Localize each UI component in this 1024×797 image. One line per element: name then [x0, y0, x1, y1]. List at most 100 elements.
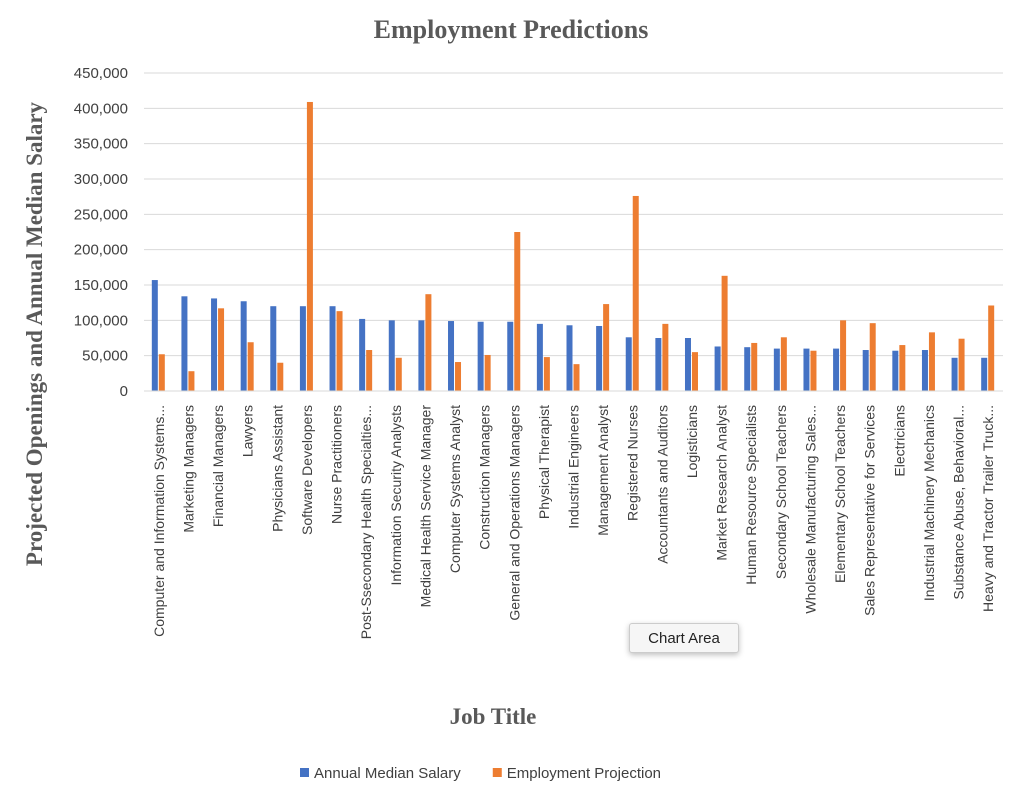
x-tick-label: Financial Managers — [210, 405, 226, 527]
x-tick-label: Industrial Engineers — [566, 405, 582, 529]
x-tick-label: Substance Abuse, Behavioral... — [951, 405, 967, 600]
bar — [840, 320, 847, 391]
y-axis-title: Projected Openings and Annual Median Sal… — [22, 101, 47, 566]
x-tick-label: Physical Therapist — [536, 405, 552, 519]
x-tick-label: General and Operations Managers — [506, 405, 522, 621]
bar — [751, 342, 758, 391]
x-tick-label: Sales Representative for Services — [862, 405, 878, 616]
bar — [543, 357, 550, 391]
bar — [514, 232, 521, 391]
x-tick-label: Registered Nurses — [625, 405, 641, 521]
tooltip: Chart Area — [629, 623, 739, 653]
x-tick-label: Elementary School Teachers — [832, 405, 848, 583]
bar — [270, 306, 277, 391]
bar — [803, 348, 810, 391]
bar — [684, 338, 691, 391]
bar — [951, 357, 958, 391]
y-tick-label: 100,000 — [74, 312, 128, 329]
legend-swatch — [300, 768, 309, 777]
bar — [899, 345, 906, 391]
x-tick-label: Logisticians — [684, 405, 700, 478]
bar — [721, 275, 728, 391]
bar — [240, 301, 247, 391]
x-tick-label: Medical Health Service Manager — [417, 405, 433, 608]
x-tick-label: Construction Managers — [477, 405, 493, 550]
x-tick-label: Heavy and Tractor Trailer Truck... — [980, 405, 996, 612]
legend-swatch — [492, 768, 502, 777]
bar — [655, 338, 662, 391]
y-tick-label: 0 — [120, 383, 128, 400]
bar — [395, 357, 402, 391]
x-tick-label: Marketing Managers — [180, 405, 196, 533]
bar — [336, 311, 343, 391]
bar — [277, 362, 284, 391]
y-tick-label: 350,000 — [74, 136, 128, 153]
chart-title: Employment Predictions — [374, 15, 649, 44]
x-tick-label: Electricians — [891, 405, 907, 477]
bar — [780, 337, 787, 391]
bar — [218, 308, 225, 391]
x-tick-label: Information Security Analysts — [388, 405, 404, 586]
y-tick-label: 50,000 — [82, 348, 128, 365]
bar — [773, 348, 780, 391]
bar — [247, 342, 254, 391]
x-tick-label: Computer Systems Analyst — [447, 405, 463, 573]
x-tick-label: Nurse Practitioners — [329, 405, 345, 524]
bar — [359, 318, 366, 391]
bar — [810, 350, 817, 391]
bar — [536, 323, 543, 391]
bar — [833, 348, 840, 391]
bar — [188, 371, 195, 391]
bar — [691, 352, 698, 391]
bar — [981, 357, 988, 391]
y-tick-label: 450,000 — [74, 65, 128, 82]
bar — [151, 280, 158, 391]
bar — [892, 350, 899, 391]
bar — [714, 346, 721, 391]
x-tick-label: Computer and Information Systems... — [151, 405, 167, 637]
x-tick-label: Lawyers — [240, 405, 256, 457]
x-tick-label: Human Resource Specialists — [743, 405, 759, 585]
legend-label: Annual Median Salary — [314, 765, 461, 782]
y-tick-label: 300,000 — [74, 171, 128, 188]
legend-label: Employment Projection — [507, 765, 661, 782]
bar — [181, 296, 188, 391]
x-tick-label: Secondary School Teachers — [773, 405, 789, 579]
bar — [158, 354, 165, 391]
y-tick-label: 250,000 — [74, 206, 128, 223]
y-tick-label: 200,000 — [74, 242, 128, 259]
bar — [744, 347, 751, 391]
bar — [632, 195, 639, 391]
bar — [596, 325, 603, 391]
bar — [448, 321, 455, 391]
bar — [484, 354, 491, 391]
bar — [418, 320, 425, 391]
bar — [507, 321, 514, 391]
bar — [988, 305, 995, 391]
bar — [869, 323, 876, 391]
x-tick-label: Post-Ssecondary Health Specialties... — [358, 405, 374, 639]
bar — [329, 306, 336, 391]
x-tick-label: Market Research Analyst — [714, 405, 730, 561]
x-tick-label: Physicians Assistant — [269, 405, 285, 532]
bar — [862, 350, 869, 391]
bar — [921, 350, 928, 391]
x-tick-label: Accountants and Auditors — [654, 405, 670, 564]
x-tick-label: Wholesale Manufacturing Sales... — [802, 405, 818, 614]
bar — [455, 362, 462, 391]
bar — [603, 304, 610, 391]
bar — [425, 294, 432, 391]
bar — [958, 338, 965, 391]
bar — [299, 306, 306, 391]
bar — [388, 320, 395, 391]
bar — [625, 337, 632, 391]
x-tick-label: Management Analyst — [595, 405, 611, 536]
x-tick-label: Software Developers — [299, 405, 315, 535]
bar — [566, 325, 573, 391]
bar — [366, 350, 373, 391]
bar — [573, 364, 580, 391]
x-axis-title: Job Title — [450, 704, 537, 729]
y-tick-label: 150,000 — [74, 277, 128, 294]
bar — [662, 323, 669, 391]
bar — [306, 101, 313, 392]
